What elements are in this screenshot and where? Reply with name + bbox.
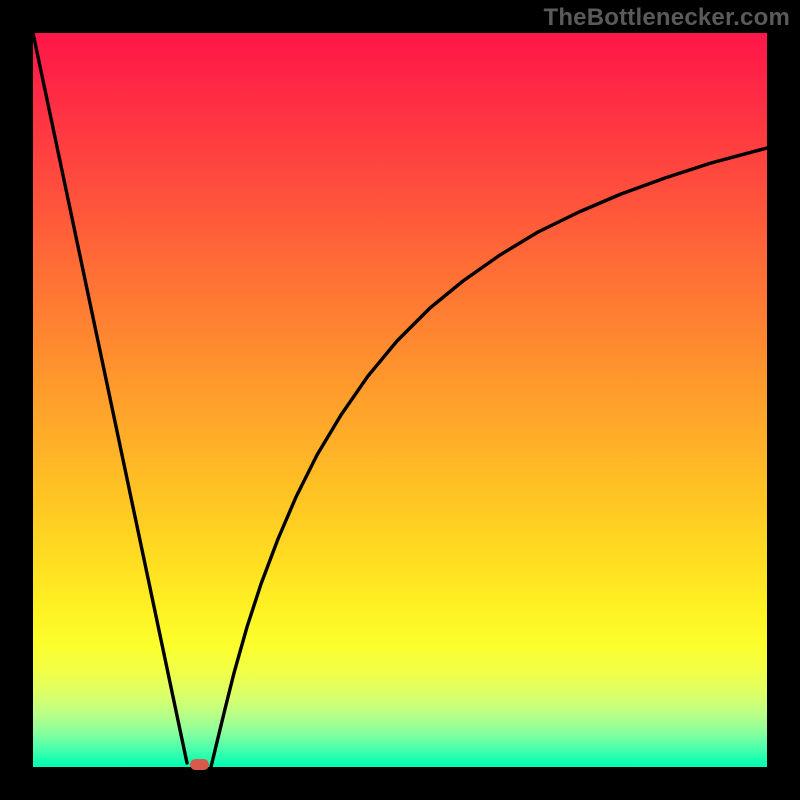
optimal-point-marker	[190, 759, 209, 770]
watermark-text: TheBottlenecker.com	[543, 4, 790, 32]
chart-container: TheBottlenecker.com	[0, 0, 800, 800]
plot-area	[33, 33, 767, 767]
bottleneck-curve	[33, 33, 767, 767]
